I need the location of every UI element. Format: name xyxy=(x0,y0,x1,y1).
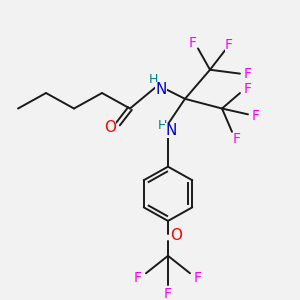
Text: F: F xyxy=(164,286,172,300)
Text: H: H xyxy=(148,73,158,86)
Text: F: F xyxy=(252,109,260,123)
Text: F: F xyxy=(134,271,142,285)
Text: O: O xyxy=(104,120,116,135)
Text: F: F xyxy=(194,271,202,285)
Text: H: H xyxy=(157,119,167,133)
Text: F: F xyxy=(244,82,252,96)
Text: F: F xyxy=(244,67,252,81)
Text: F: F xyxy=(225,38,233,52)
Text: N: N xyxy=(165,123,177,138)
Text: F: F xyxy=(189,36,197,50)
Text: N: N xyxy=(155,82,167,97)
Text: O: O xyxy=(170,228,182,243)
Text: F: F xyxy=(233,132,241,145)
